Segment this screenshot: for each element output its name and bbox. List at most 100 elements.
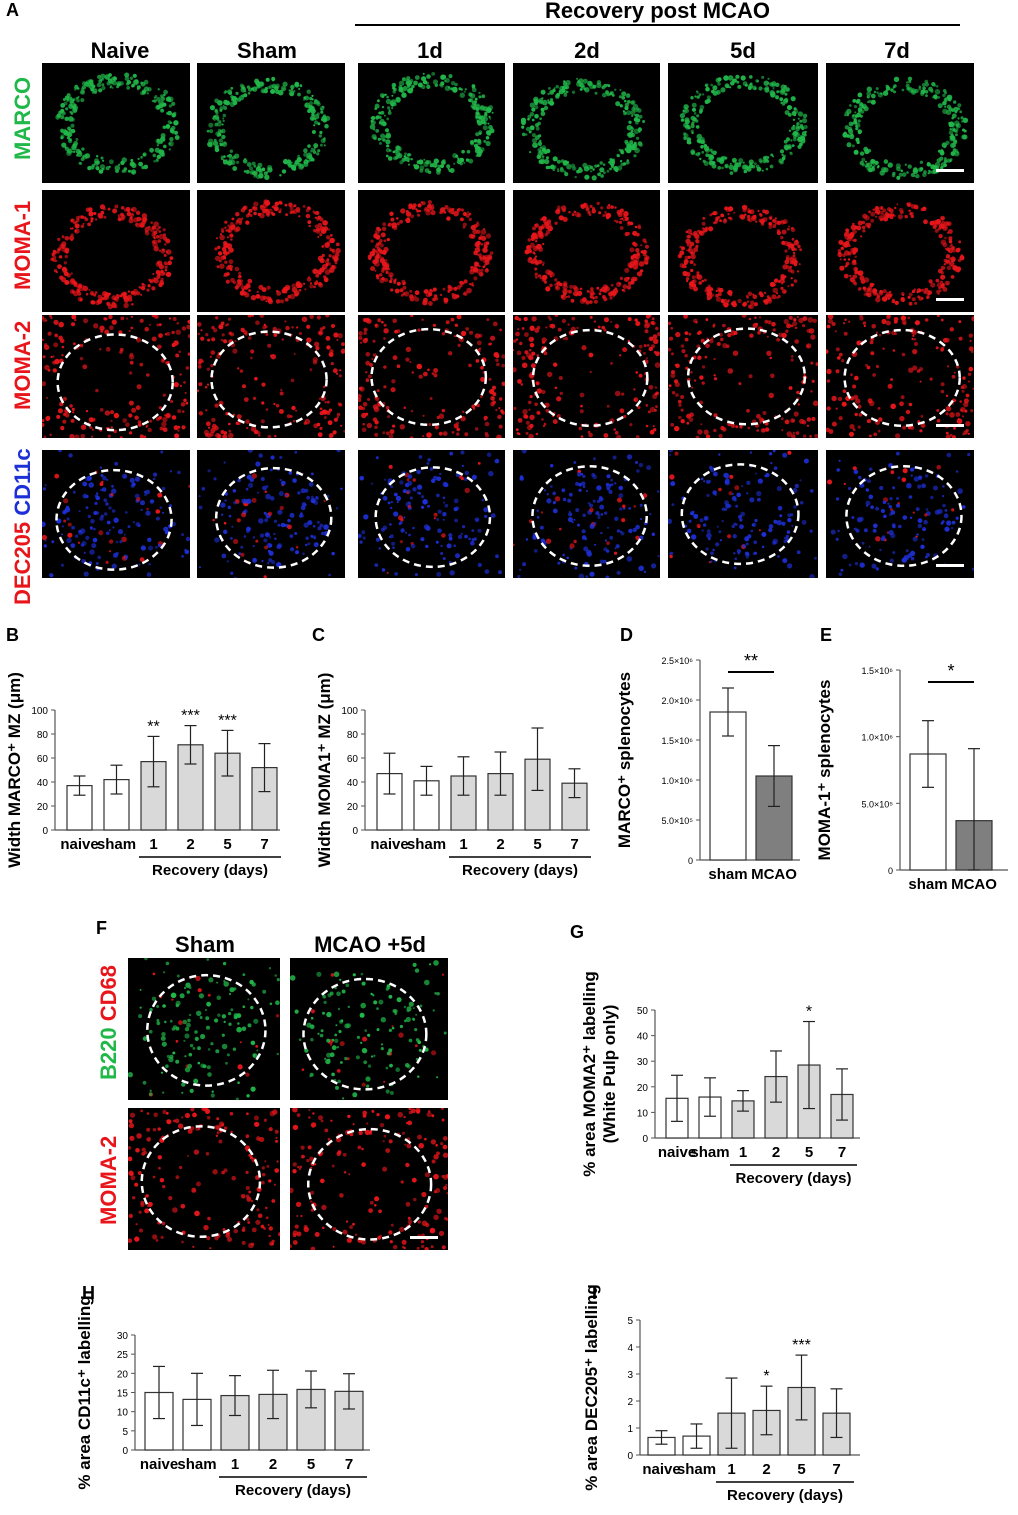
y-tick-label: 1.0×10⁶ (862, 733, 894, 743)
x-tick-label: sham (407, 836, 446, 853)
y-tick-label: 60 (37, 754, 49, 765)
chart-d: 0 5.0×10⁵ 1.0×10⁶ 1.5×10⁶ 2.0×10⁶ 2.5×10⁶ sham… (615, 651, 800, 883)
y-tick-label: 40 (637, 1032, 649, 1043)
y-tick-label: 5.0×10⁵ (861, 799, 893, 809)
x-tick-label: 1 (149, 836, 157, 853)
x-group-label: Recovery (days) (152, 862, 268, 879)
y-tick-label: 100 (31, 706, 48, 717)
micrograph-moma2-2d (513, 315, 660, 438)
x-tick-label: 1 (231, 1456, 239, 1473)
row-label-marco: MARCO (10, 76, 35, 160)
comparison-marker: ** (744, 651, 758, 671)
significance-marker: *** (181, 708, 200, 725)
panel-f-header-sham: Sham (175, 932, 235, 957)
y-tick-label: 1.5×10⁶ (662, 736, 694, 746)
x-group-label: Recovery (days) (235, 1482, 351, 1499)
x-tick-label: 7 (570, 836, 578, 853)
y-axis-label: MOMA-1⁺ splenocytes (815, 680, 834, 861)
y-tick-label: 40 (347, 778, 359, 789)
y-tick-label: 15 (117, 1389, 129, 1400)
y-tick-label: 5 (627, 1316, 633, 1327)
x-tick-label: 7 (345, 1456, 353, 1473)
y-tick-label: 4 (627, 1343, 633, 1354)
x-tick-label: 1 (459, 836, 467, 853)
x-tick-label: naive (642, 1461, 680, 1478)
x-tick-label: 5 (797, 1461, 805, 1478)
row-label-moma1: MOMA-1 (10, 200, 35, 290)
y-tick-label: 1 (627, 1424, 633, 1435)
x-tick-label: naive (140, 1456, 178, 1473)
x-tick-label: 1 (727, 1461, 735, 1478)
x-group-label: Recovery (days) (727, 1487, 843, 1504)
y-tick-label: 20 (637, 1083, 649, 1094)
y-tick-label: 0 (688, 856, 693, 866)
x-tick-label: 1 (739, 1144, 747, 1161)
x-tick-label: sham (97, 836, 136, 853)
micrograph-marco-5d (668, 63, 818, 183)
micrograph-moma1-sham (197, 190, 345, 312)
column-header-1d: 1d (417, 38, 443, 63)
micrograph-moma1-naive (42, 190, 190, 312)
y-tick-label: 80 (347, 730, 359, 741)
y-axis-label: % area MOMA2⁺ labelling (580, 971, 599, 1176)
y-tick-label: 1.5×10⁶ (862, 666, 894, 676)
micrograph-moma2-7d (826, 315, 974, 438)
row-label-dec205: DEC205 (10, 521, 35, 605)
micrograph-moma2-mcao5d (290, 1108, 448, 1250)
x-tick-label: 2 (762, 1461, 770, 1478)
panel-f-header-mcao5d: MCAO +5d (314, 932, 426, 957)
panel-label-d: D (620, 625, 633, 645)
row-label-moma2: MOMA-2 (10, 320, 35, 410)
y-tick-label: 30 (637, 1057, 649, 1068)
y-tick-label: 20 (347, 802, 359, 813)
column-header-7d: 7d (884, 38, 910, 63)
y-tick-label: 0 (627, 1451, 633, 1462)
recovery-group-line (355, 24, 960, 26)
chart-e: 0 5.0×10⁵ 1.0×10⁶ 1.5×10⁶ sham MCAO * MOMA-1⁺ s… (815, 661, 1008, 890)
micrograph-marco-7d (826, 63, 974, 183)
significance-marker: *** (218, 712, 237, 729)
y-tick-label: 2.5×10⁶ (662, 656, 694, 666)
significance-marker: * (763, 1368, 769, 1385)
y-tick-label: 5.0×10⁵ (661, 816, 693, 826)
panel-label-e: E (820, 625, 833, 645)
column-header-naive: Naive (90, 38, 150, 63)
x-tick-label: 5 (805, 1144, 813, 1161)
x-tick-label: sham (177, 1456, 216, 1473)
micrograph-moma2-naive (42, 315, 190, 438)
y-tick-label: 5 (122, 1427, 128, 1438)
column-header-2d: 2d (574, 38, 600, 63)
micrograph-marco-1d (358, 63, 505, 183)
panel-label-a: A (6, 0, 19, 20)
column-header-5d: 5d (730, 38, 756, 63)
y-tick-label: 20 (37, 802, 49, 813)
panel-label-i: I (592, 1283, 598, 1303)
panel-f-label-b220: B220 (96, 1027, 121, 1080)
x-tick-label: sham (677, 1461, 716, 1478)
column-header-sham: Sham (237, 38, 297, 63)
y-tick-label: 40 (37, 778, 49, 789)
x-tick-label: sham (908, 876, 947, 890)
panel-label-b: B (6, 625, 19, 645)
y-tick-label: 10 (637, 1108, 649, 1119)
panel-label-h: H (82, 1283, 95, 1303)
x-tick-label: 2 (269, 1456, 277, 1473)
y-tick-label: 20 (117, 1369, 129, 1380)
comparison-marker: * (947, 661, 954, 681)
significance-marker: ** (147, 718, 159, 735)
micrograph-moma1-1d (358, 190, 505, 312)
y-axis-label: MARCO⁺ splenocytes (615, 672, 634, 848)
x-tick-label: 7 (832, 1461, 840, 1478)
micrograph-moma1-2d (513, 190, 660, 312)
micrograph-moma2-sham (128, 1108, 280, 1250)
micrograph-dec205-cd11c-sham (197, 450, 345, 578)
y-tick-label: 2 (627, 1397, 633, 1408)
micrograph-b220-cd68-mcao5d (290, 958, 448, 1100)
micrograph-moma2-5d (668, 315, 818, 438)
y-tick-label: 3 (627, 1370, 633, 1381)
micrograph-dec205-cd11c-1d (358, 450, 505, 578)
